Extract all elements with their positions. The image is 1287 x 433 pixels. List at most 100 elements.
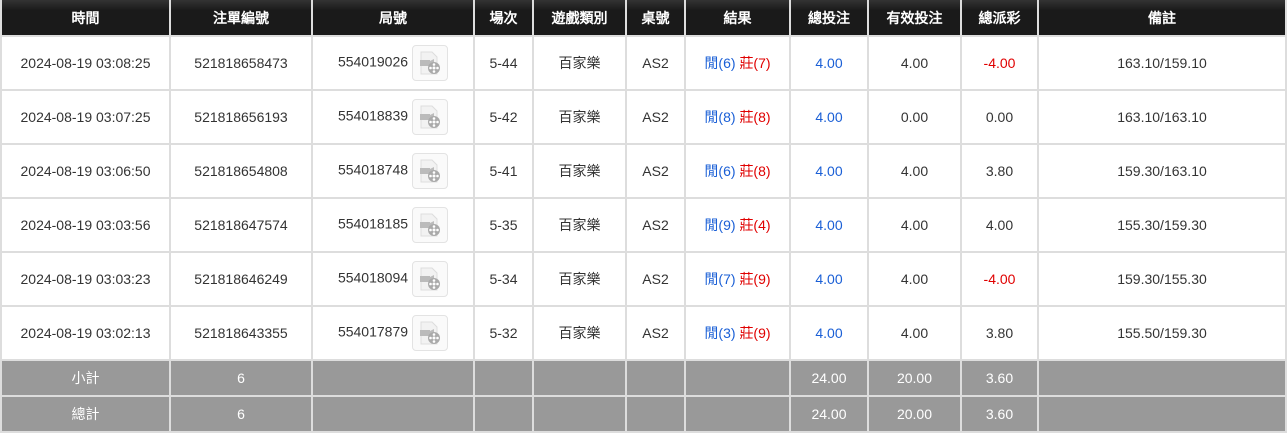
bet-id-cell: 521818643355 (169, 305, 313, 361)
payout-cell: 4.00 (960, 197, 1039, 253)
result-cell: 閒(7) 莊(9) (684, 251, 791, 307)
grandtotal-label: 總計 (0, 395, 171, 433)
empty-cell (625, 395, 686, 433)
note-cell: 163.10/163.10 (1037, 89, 1287, 145)
subtotal-total-bet: 24.00 (789, 359, 869, 397)
grandtotal-count: 6 (169, 395, 313, 433)
video-replay-icon[interactable] (412, 153, 449, 189)
banker-result: 莊(9) (739, 271, 771, 287)
empty-cell (311, 395, 475, 433)
video-replay-icon[interactable] (412, 207, 449, 243)
grandtotal-valid-bet: 20.00 (867, 395, 962, 433)
empty-cell (684, 359, 791, 397)
round-cell: 554018748 (311, 143, 475, 199)
banker-result: 莊(9) (739, 325, 771, 341)
shoe-cell: 5-44 (473, 35, 534, 91)
empty-cell (311, 359, 475, 397)
grandtotal-row: 總計 6 24.00 20.00 3.60 (0, 395, 1287, 433)
empty-cell (1037, 359, 1287, 397)
column-header: 總派彩 (960, 0, 1039, 37)
round-number: 554018748 (337, 161, 409, 178)
column-header: 結果 (684, 0, 791, 37)
note-cell: 155.50/159.30 (1037, 305, 1287, 361)
banker-result: 莊(8) (739, 109, 771, 125)
player-result: 閒(9) (704, 217, 736, 233)
video-replay-icon[interactable] (412, 261, 449, 297)
total-bet-cell: 4.00 (789, 35, 869, 91)
player-result: 閒(8) (704, 109, 736, 125)
shoe-cell: 5-32 (473, 305, 534, 361)
grandtotal-payout: 3.60 (960, 395, 1039, 433)
table-cell: AS2 (625, 35, 686, 91)
table-row: 2024-08-19 03:06:50 521818654808 5540187… (0, 143, 1287, 199)
column-header: 備註 (1037, 0, 1287, 37)
table-row: 2024-08-19 03:03:23 521818646249 5540180… (0, 251, 1287, 307)
table-cell: AS2 (625, 89, 686, 145)
column-header: 總投注 (789, 0, 869, 37)
subtotal-row: 小計 6 24.00 20.00 3.60 (0, 359, 1287, 397)
column-header: 注單編號 (169, 0, 313, 37)
time-cell: 2024-08-19 03:06:50 (0, 143, 171, 199)
payout-cell: 3.80 (960, 143, 1039, 199)
column-header: 場次 (473, 0, 534, 37)
table-cell: AS2 (625, 143, 686, 199)
banker-result: 莊(7) (739, 55, 771, 71)
subtotal-payout: 3.60 (960, 359, 1039, 397)
subtotal-count: 6 (169, 359, 313, 397)
game-type-cell: 百家樂 (532, 35, 627, 91)
payout-cell: -4.00 (960, 251, 1039, 307)
valid-bet-cell: 4.00 (867, 143, 962, 199)
time-cell: 2024-08-19 03:02:13 (0, 305, 171, 361)
player-result: 閒(7) (704, 271, 736, 287)
round-cell: 554019026 (311, 35, 475, 91)
empty-cell (473, 359, 534, 397)
video-replay-icon[interactable] (412, 99, 449, 135)
note-cell: 159.30/155.30 (1037, 251, 1287, 307)
total-bet-cell: 4.00 (789, 143, 869, 199)
time-cell: 2024-08-19 03:07:25 (0, 89, 171, 145)
valid-bet-cell: 4.00 (867, 305, 962, 361)
round-number: 554017879 (337, 323, 409, 340)
banker-result: 莊(4) (739, 217, 771, 233)
empty-cell (625, 359, 686, 397)
game-type-cell: 百家樂 (532, 305, 627, 361)
table-row: 2024-08-19 03:03:56 521818647574 5540181… (0, 197, 1287, 253)
note-cell: 163.10/159.10 (1037, 35, 1287, 91)
round-number: 554019026 (337, 53, 409, 70)
note-cell: 159.30/163.10 (1037, 143, 1287, 199)
player-result: 閒(6) (704, 55, 736, 71)
game-type-cell: 百家樂 (532, 251, 627, 307)
header-row: 時間 注單編號 局號 場次 遊戲類別 桌號 結果 總投注 有效投注 總派彩 備註 (0, 0, 1287, 37)
subtotal-label: 小計 (0, 359, 171, 397)
game-type-cell: 百家樂 (532, 143, 627, 199)
column-header: 局號 (311, 0, 475, 37)
payout-cell: 3.80 (960, 305, 1039, 361)
valid-bet-cell: 4.00 (867, 35, 962, 91)
valid-bet-cell: 4.00 (867, 197, 962, 253)
table-cell: AS2 (625, 197, 686, 253)
total-bet-cell: 4.00 (789, 305, 869, 361)
round-number: 554018094 (337, 269, 409, 286)
bet-id-cell: 521818654808 (169, 143, 313, 199)
player-result: 閒(6) (704, 163, 736, 179)
video-replay-icon[interactable] (412, 45, 449, 81)
round-number: 554018185 (337, 215, 409, 232)
video-replay-icon[interactable] (412, 315, 449, 351)
round-cell: 554018094 (311, 251, 475, 307)
total-bet-cell: 4.00 (789, 251, 869, 307)
shoe-cell: 5-35 (473, 197, 534, 253)
column-header: 有效投注 (867, 0, 962, 37)
table-cell: AS2 (625, 305, 686, 361)
bet-id-cell: 521818647574 (169, 197, 313, 253)
subtotal-valid-bet: 20.00 (867, 359, 962, 397)
bet-id-cell: 521818658473 (169, 35, 313, 91)
game-type-cell: 百家樂 (532, 89, 627, 145)
shoe-cell: 5-34 (473, 251, 534, 307)
time-cell: 2024-08-19 03:08:25 (0, 35, 171, 91)
game-type-cell: 百家樂 (532, 197, 627, 253)
round-number: 554018839 (337, 107, 409, 124)
result-cell: 閒(9) 莊(4) (684, 197, 791, 253)
empty-cell (532, 359, 627, 397)
payout-cell: 0.00 (960, 89, 1039, 145)
